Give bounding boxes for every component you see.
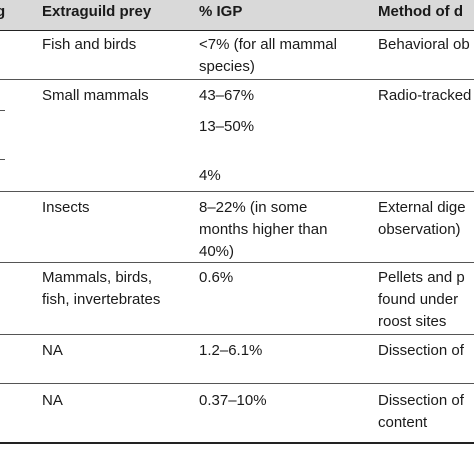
header-igp: % IGP: [199, 3, 243, 20]
table-cell-igp: <7% (for all mammal species): [199, 36, 337, 75]
table-cell-method: Radio-tracked: [378, 87, 472, 104]
table-cell-igp: 8–22% (in some months higher than 40%): [199, 199, 328, 260]
table-header: g Extraguild prey % IGP Method of d: [0, 0, 474, 31]
table-cell-prey: Insects: [42, 199, 90, 216]
table-cell-method: Behavioral ob: [378, 36, 470, 53]
table-cell-method: External dige observation): [378, 199, 466, 238]
table-cell-method: Pellets and p found under roost sites: [378, 269, 465, 330]
header-method: Method of d: [378, 3, 463, 20]
table-cell-prey: NA: [42, 342, 63, 359]
row-divider: [0, 79, 474, 80]
table-cell-prey: Small mammals: [42, 87, 149, 104]
table-cell-method: Dissection of content: [378, 392, 464, 431]
header-extraguild-prey: Extraguild prey: [42, 3, 152, 20]
table-cell-prey: NA: [42, 392, 63, 409]
table-cell-prey: Mammals, birds, fish, invertebrates: [42, 269, 161, 308]
row-divider: [0, 334, 474, 335]
table-cell-igp: 43–67%: [199, 87, 255, 104]
row-divider-stub: [0, 110, 5, 111]
table-cell-method: Dissection of: [378, 342, 464, 359]
row-divider: [0, 383, 474, 384]
row-divider: [0, 262, 474, 263]
table-cell-igp: 0.6%: [199, 269, 234, 286]
row-divider: [0, 191, 474, 192]
table-cell-igp: 0.37–10%: [199, 392, 267, 409]
row-divider-stub: [0, 159, 5, 160]
left-edge-fragment: g: [0, 3, 6, 20]
table-cell-igp: 1.2–6.1%: [199, 342, 263, 359]
table-cell-igp: 4%: [199, 167, 221, 184]
table-bottom-rule: [0, 442, 474, 444]
table-cell-prey: Fish and birds: [42, 36, 137, 53]
table-cell-igp: 13–50%: [199, 118, 255, 135]
